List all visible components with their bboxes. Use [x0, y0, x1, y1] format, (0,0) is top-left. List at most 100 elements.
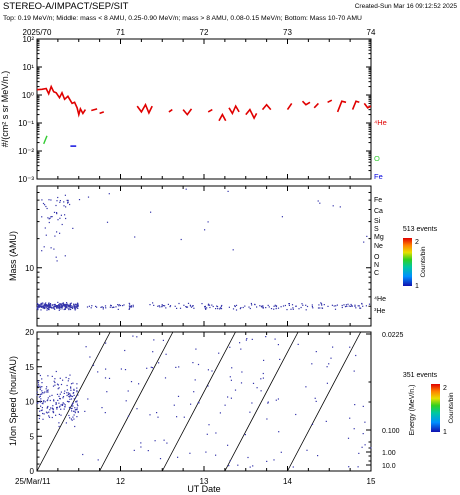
speed-point	[52, 409, 54, 411]
mass-point	[232, 249, 234, 251]
speed-point	[273, 459, 275, 461]
speed-point	[66, 389, 68, 391]
mass-point	[291, 304, 294, 306]
speed-point	[74, 409, 76, 411]
speed-point	[73, 392, 75, 394]
bottom-x-tick-label: 14	[283, 477, 292, 486]
mass-point	[341, 306, 343, 309]
speed-point	[315, 351, 317, 353]
mass-point	[67, 305, 69, 307]
mass-point	[73, 303, 75, 305]
speed-point	[353, 428, 355, 430]
mass-point	[59, 201, 61, 203]
mass-point	[58, 306, 60, 308]
speed-point	[355, 354, 357, 357]
speed-point	[54, 378, 56, 380]
speed-point	[190, 403, 192, 405]
top-y-tick-label: 10⁻²	[18, 147, 34, 156]
mass-point	[165, 307, 167, 309]
speed-point	[230, 397, 232, 399]
speed-point	[194, 379, 196, 381]
mass-point	[64, 308, 66, 310]
speed-point	[67, 392, 70, 394]
mass-point	[319, 307, 321, 309]
mass-point	[129, 303, 131, 305]
speed-point	[183, 416, 185, 418]
middle-colorbar-label: Counts/bin	[420, 246, 427, 277]
speed-point	[49, 409, 51, 411]
middle-panel-points	[36, 188, 371, 311]
mass-point	[45, 305, 47, 307]
speed-point	[41, 409, 43, 411]
mass-point	[339, 206, 341, 208]
mass-point	[260, 305, 262, 307]
speed-point	[75, 401, 77, 403]
figure-title: STEREO-A/IMPACT/SEP/SIT	[3, 1, 129, 12]
speed-point	[275, 399, 277, 401]
mass-point	[113, 306, 115, 308]
bottom-panel-y-ticks: 0 5 10 15 20	[25, 328, 42, 476]
energy-axis-label: Energy (MeV/n.)	[409, 385, 416, 436]
mass-point	[110, 304, 112, 306]
speed-point	[370, 447, 372, 449]
bottom-panel-x-ticks: 25/Mar/11 12 13 14 15	[15, 332, 376, 486]
mass-point	[274, 304, 276, 306]
mass-point	[42, 202, 45, 205]
mass-point	[45, 205, 47, 208]
mass-point	[59, 232, 61, 234]
species-label: Ne	[374, 243, 383, 250]
legend-o: O	[374, 154, 380, 163]
speed-point	[249, 466, 251, 468]
speed-point	[48, 415, 50, 417]
mass-point	[39, 304, 41, 306]
mass-point	[185, 188, 187, 190]
speed-point	[361, 446, 363, 448]
mass-point	[63, 205, 65, 207]
mass-point	[312, 307, 314, 309]
mass-point	[305, 309, 307, 311]
mass-point	[49, 217, 51, 219]
speed-point	[85, 346, 87, 348]
speed-point	[82, 453, 84, 456]
speed-point	[37, 380, 39, 382]
mass-point	[250, 302, 252, 305]
mass-point	[88, 305, 90, 307]
speed-point	[40, 398, 42, 400]
speed-point	[45, 411, 48, 413]
speed-point	[65, 422, 67, 424]
mass-point	[362, 305, 364, 307]
mass-point	[117, 304, 119, 306]
mass-point	[317, 200, 319, 202]
speed-point	[70, 383, 73, 385]
speed-point	[106, 391, 108, 393]
speed-point	[297, 343, 299, 345]
series-segment-he4	[351, 100, 360, 110]
speed-point	[61, 403, 63, 405]
speed-point	[55, 414, 57, 416]
speed-point	[69, 417, 71, 419]
mass-point	[63, 303, 65, 305]
mass-point	[341, 304, 343, 307]
mass-point	[284, 304, 286, 307]
series-segment-he4	[168, 108, 173, 113]
top-y-tick-label: 10²	[22, 35, 34, 44]
series-segment-he4	[37, 84, 87, 118]
top-panel-ylabel: #/(cm² s sr MeV/n.)	[0, 71, 10, 148]
mass-point	[281, 216, 283, 218]
speed-point	[305, 386, 307, 388]
mass-point	[331, 304, 333, 306]
mass-point	[123, 304, 125, 306]
mass-point	[117, 308, 119, 310]
mass-point	[122, 305, 124, 307]
bottom-colorbar-tick-min: 1	[443, 429, 447, 436]
mass-point	[228, 306, 230, 308]
speed-point	[62, 397, 64, 399]
series-segment-he4	[313, 102, 319, 109]
mass-point	[47, 305, 49, 307]
speed-point	[42, 418, 44, 420]
mass-point	[350, 303, 352, 306]
mass-point	[110, 305, 112, 307]
speed-point	[263, 359, 265, 361]
mass-point	[288, 304, 290, 306]
